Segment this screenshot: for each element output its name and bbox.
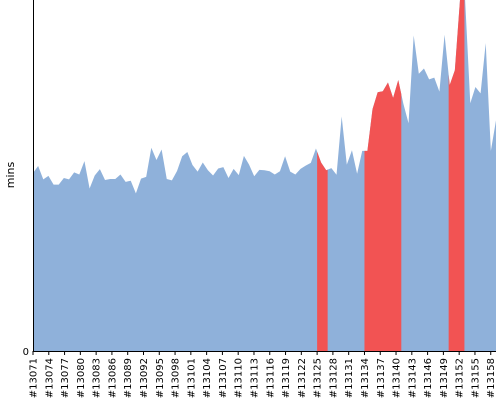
- x-tick-label-23: #13140: [392, 358, 403, 398]
- x-tick-label-14: #13113: [249, 358, 260, 398]
- x-tick-labels: #13071 #13074 #13077 #13080 #13083 #13086 #130…: [29, 351, 497, 398]
- failed-build-area-2: [448, 0, 465, 351]
- x-tick-label-15: #13116: [265, 358, 276, 398]
- x-tick-label-19: #13128: [328, 358, 339, 398]
- plot-area: [33, 0, 496, 351]
- y-axis-label: mins: [4, 161, 17, 188]
- x-tick-label-13: #13110: [234, 358, 245, 398]
- x-tick-label-5: #13086: [107, 358, 118, 398]
- x-tick-label-3: #13080: [76, 358, 87, 398]
- failed-build-area-0: [317, 151, 328, 351]
- x-tick-label-11: #13104: [202, 358, 213, 398]
- x-tick-label-6: #13089: [123, 358, 134, 398]
- x-tick-label-8: #13095: [155, 358, 166, 398]
- x-tick-label-12: #13107: [218, 358, 229, 398]
- x-tick-label-4: #13083: [92, 358, 103, 398]
- x-tick-label-21: #13134: [360, 358, 371, 398]
- x-tick-label-9: #13098: [171, 358, 182, 398]
- x-tick-label-20: #13131: [344, 358, 355, 398]
- x-tick-label-29: #13158: [486, 358, 497, 398]
- x-tick-label-28: #13155: [470, 358, 481, 398]
- x-tick-label-18: #13125: [313, 358, 324, 398]
- x-tick-label-25: #13146: [423, 358, 434, 398]
- x-tick-label-26: #13149: [439, 358, 450, 398]
- x-tick-label-24: #13143: [407, 358, 418, 398]
- x-tick-label-10: #13101: [186, 358, 197, 398]
- x-tick-label-16: #13119: [281, 358, 292, 398]
- x-tick-label-1: #13074: [44, 358, 55, 398]
- failed-build-area-1: [364, 80, 402, 351]
- x-tick-label-0: #13071: [29, 358, 40, 398]
- x-tick-label-17: #13122: [297, 358, 308, 398]
- x-tick-label-2: #13077: [60, 358, 71, 398]
- x-tick-label-7: #13092: [139, 358, 150, 398]
- x-tick-label-27: #13152: [455, 358, 466, 398]
- x-tick-label-22: #13137: [376, 358, 387, 398]
- duration-area-series: [33, 0, 496, 351]
- y-tick-label-0: 0: [23, 347, 29, 358]
